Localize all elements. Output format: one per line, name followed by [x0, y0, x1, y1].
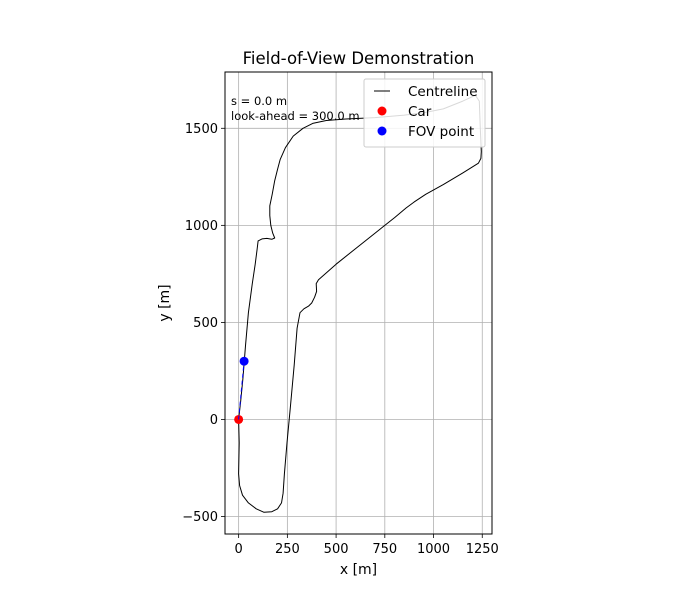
legend: Centreline Car FOV point [363, 78, 486, 148]
fov-ray [238, 361, 245, 420]
axes-frame [224, 71, 493, 535]
y-tick-label: −500 [182, 510, 218, 525]
x-tick-label: 0 [235, 542, 243, 557]
y-tick-label: 1000 [185, 219, 218, 234]
y-tick-label: 1500 [185, 122, 218, 137]
x-tick-label: 1250 [466, 542, 499, 557]
x-axis-label: x [m] [340, 562, 377, 578]
plot-data [234, 94, 482, 513]
legend-label-car: Car [408, 104, 432, 120]
series-line-centreline [238, 94, 482, 513]
x-tick-label: 500 [324, 542, 349, 557]
x-tick-label: 250 [275, 542, 300, 557]
chart-title: Field-of-View Demonstration [243, 49, 475, 68]
y-tick-label: 0 [210, 413, 218, 428]
legend-marker-fov-point [377, 126, 387, 136]
x-tick-label: 1000 [417, 542, 450, 557]
legend-label-centreline: Centreline [408, 84, 478, 100]
annotation-s: s = 0.0 m [231, 94, 287, 108]
axis-ticks: 0 250 500 750 1000 1250 −500 0 500 1000 1500 [182, 122, 499, 557]
x-tick-label: 750 [372, 542, 397, 557]
legend-box [363, 78, 486, 148]
legend-marker-car [377, 106, 387, 116]
y-axis-label: y [m] [157, 284, 173, 321]
annotation-look-ahead: look-ahead = 300.0 m [231, 109, 360, 123]
y-tick-label: 500 [193, 316, 218, 331]
legend-label-fov-point: FOV point [408, 124, 474, 140]
grid-lines [225, 72, 492, 534]
